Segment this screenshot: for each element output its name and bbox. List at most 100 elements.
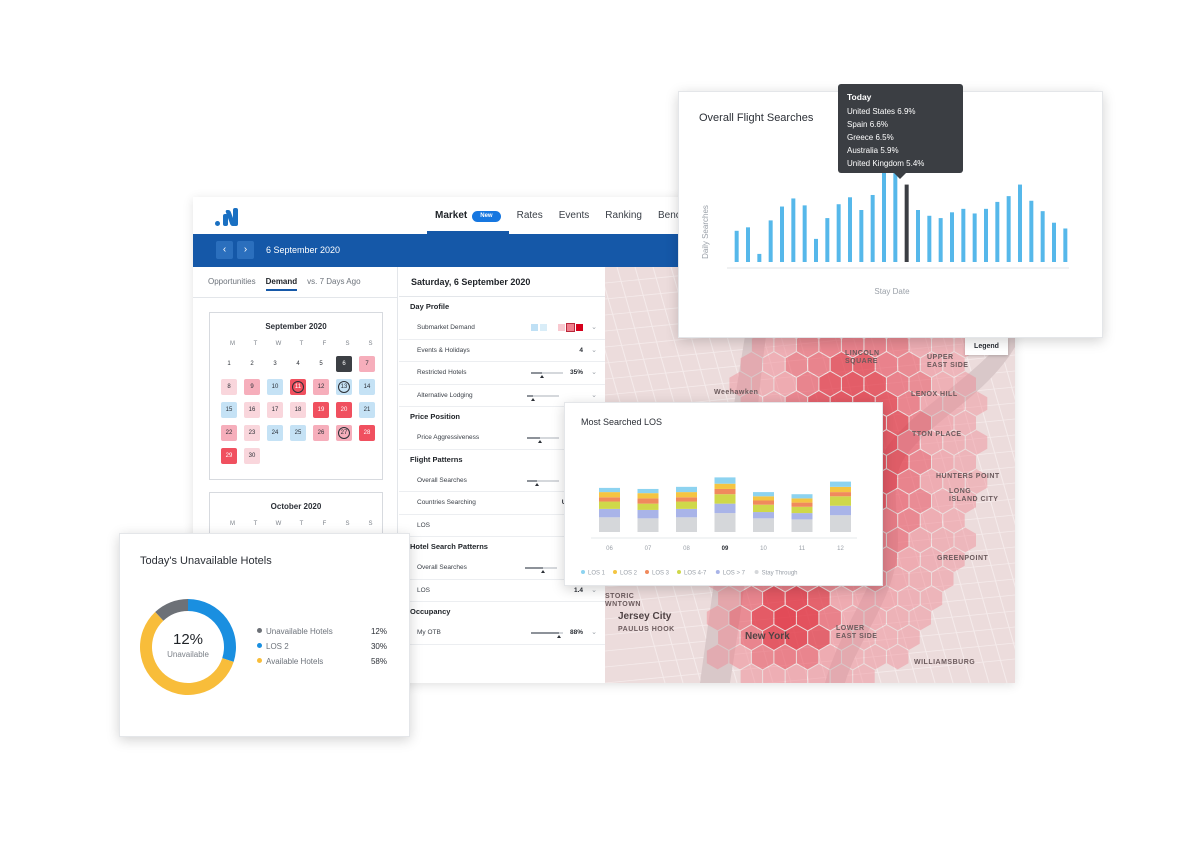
nav-tab-rates[interactable]: Rates [509, 197, 551, 234]
profile-row[interactable]: Submarket Demand ⌄ [399, 317, 605, 340]
nav-tab-market[interactable]: Market New [427, 197, 509, 234]
los-bar-segment[interactable] [830, 486, 851, 493]
flight-bar[interactable] [938, 218, 943, 262]
calendar-day[interactable]: 8 [221, 379, 237, 395]
los-bar-segment[interactable] [753, 504, 774, 513]
flight-bar[interactable] [825, 218, 830, 262]
calendar-day[interactable]: 30 [244, 448, 260, 464]
los-bar-segment[interactable] [637, 518, 659, 532]
chevron-down-icon[interactable]: ⌄ [591, 324, 597, 331]
panel-tab-2[interactable]: vs. 7 Days Ago [307, 277, 361, 286]
los-bar-segment[interactable] [791, 519, 813, 532]
los-bar-segment[interactable] [676, 486, 697, 493]
calendar-day[interactable]: 24 [267, 425, 283, 441]
calendar-day[interactable]: 27 [336, 425, 352, 441]
calendar-day[interactable]: 4 [296, 361, 300, 367]
los-bar-segment[interactable] [599, 508, 620, 518]
los-bar-segment[interactable] [753, 492, 774, 497]
calendar-day[interactable]: 1 [227, 361, 231, 367]
chevron-right-icon[interactable]: › [237, 241, 254, 259]
los-bar-segment[interactable] [637, 498, 659, 504]
calendar-day[interactable]: 28 [359, 425, 375, 441]
flight-bar[interactable] [757, 253, 762, 262]
chevron-down-icon[interactable]: ⌄ [591, 629, 597, 636]
flight-bar[interactable] [814, 238, 818, 262]
los-bar-segment[interactable] [676, 497, 697, 502]
profile-row[interactable]: Events & Holidays 4 ⌄ [399, 340, 605, 362]
calendar-day[interactable]: 9 [244, 379, 260, 395]
calendar-day[interactable]: 14 [359, 379, 375, 395]
flight-bar[interactable] [1040, 211, 1045, 262]
flight-bar[interactable] [1063, 228, 1068, 262]
los-bar-segment[interactable] [714, 503, 736, 514]
los-bar-segment[interactable] [830, 505, 851, 516]
calendar-day[interactable]: 18 [290, 402, 306, 418]
los-bar-segment[interactable] [830, 492, 851, 497]
profile-row[interactable]: Restricted Hotels 35% ⌄ [399, 362, 605, 385]
flight-bar[interactable] [848, 197, 852, 262]
los-bar-segment[interactable] [791, 494, 813, 499]
flight-bar[interactable] [802, 205, 807, 262]
calendar-day[interactable]: 6 [336, 356, 352, 372]
flight-bar[interactable] [836, 204, 841, 262]
flight-bar[interactable] [734, 230, 739, 262]
flight-bar[interactable] [893, 166, 898, 262]
los-bar-segment[interactable] [676, 508, 697, 518]
calendar-day[interactable]: 10 [267, 379, 283, 395]
flight-bar[interactable] [882, 168, 886, 262]
calendar-day[interactable]: 26 [313, 425, 329, 441]
calendar-day[interactable]: 20 [336, 402, 352, 418]
los-bar-segment[interactable] [714, 513, 736, 532]
chevron-down-icon[interactable]: ⌄ [591, 586, 597, 594]
nav-tab-events[interactable]: Events [551, 197, 598, 234]
calendar-day[interactable]: 13 [336, 379, 352, 395]
chevron-down-icon[interactable]: ⌄ [591, 391, 597, 399]
calendar-day[interactable]: 2 [250, 361, 254, 367]
calendar-day[interactable]: 16 [244, 402, 260, 418]
nav-tab-ranking[interactable]: Ranking [597, 197, 650, 234]
flight-bar[interactable] [972, 213, 977, 262]
flight-bar[interactable] [961, 208, 966, 262]
los-bar-segment[interactable] [599, 487, 620, 493]
profile-row[interactable]: My OTB 88% ⌄ [399, 622, 605, 645]
flight-bar[interactable] [1052, 222, 1056, 262]
los-bar-segment[interactable] [753, 512, 774, 519]
flight-bar[interactable] [1029, 200, 1034, 262]
los-bar-segment[interactable] [599, 517, 620, 532]
los-bar-segment[interactable] [637, 503, 659, 510]
calendar-day[interactable]: 5 [319, 361, 323, 367]
los-bar-segment[interactable] [599, 492, 620, 498]
flight-bar[interactable] [768, 220, 773, 262]
los-bar-segment[interactable] [714, 494, 736, 504]
profile-row[interactable]: Alternative Lodging ⌄ [399, 385, 605, 407]
calendar-day[interactable]: 19 [313, 402, 329, 418]
brand-logo[interactable] [215, 208, 241, 226]
los-bar-segment[interactable] [714, 483, 736, 489]
calendar-day[interactable]: 3 [273, 361, 277, 367]
panel-tab-0[interactable]: Opportunities [208, 277, 256, 286]
los-bar-segment[interactable] [830, 515, 851, 532]
flight-bar[interactable] [984, 208, 988, 262]
flight-bar[interactable] [916, 210, 920, 262]
los-bar-segment[interactable] [676, 492, 697, 498]
los-bar-segment[interactable] [753, 496, 774, 501]
chevron-left-icon[interactable]: ‹ [216, 241, 233, 259]
donut-slice[interactable] [140, 612, 234, 695]
flight-bar[interactable] [791, 198, 796, 262]
calendar-day[interactable]: 23 [244, 425, 260, 441]
calendar-day[interactable]: 7 [359, 356, 375, 372]
flight-bar[interactable] [859, 210, 864, 262]
donut-slice[interactable] [188, 599, 236, 662]
los-bar-segment[interactable] [599, 497, 620, 502]
los-bar-segment[interactable] [830, 496, 851, 506]
los-bar-segment[interactable] [599, 501, 620, 509]
calendar-day[interactable]: 21 [359, 402, 375, 418]
calendar-day[interactable]: 22 [221, 425, 237, 441]
panel-tab-1[interactable]: Demand [265, 277, 298, 291]
calendar-day[interactable]: 25 [290, 425, 306, 441]
flight-bar[interactable] [927, 215, 932, 262]
los-bar-segment[interactable] [791, 502, 813, 507]
map-legend-button[interactable]: Legend [965, 338, 1008, 355]
los-bar-segment[interactable] [637, 509, 659, 519]
calendar-day[interactable]: 12 [313, 379, 329, 395]
